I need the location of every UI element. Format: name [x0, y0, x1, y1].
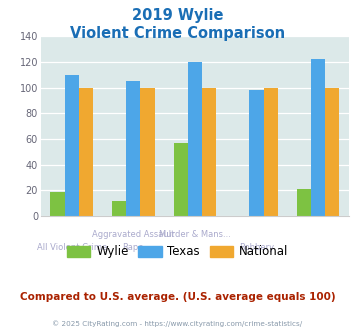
- Text: Violent Crime Comparison: Violent Crime Comparison: [70, 26, 285, 41]
- Bar: [202, 88, 216, 216]
- Bar: [50, 192, 65, 216]
- Bar: [140, 88, 154, 216]
- Text: © 2025 CityRating.com - https://www.cityrating.com/crime-statistics/: © 2025 CityRating.com - https://www.city…: [53, 321, 302, 327]
- Bar: [325, 88, 339, 216]
- Text: 2019 Wylie: 2019 Wylie: [132, 8, 223, 23]
- Bar: [297, 189, 311, 216]
- Bar: [311, 59, 325, 216]
- Text: Compared to U.S. average. (U.S. average equals 100): Compared to U.S. average. (U.S. average …: [20, 292, 335, 302]
- Bar: [126, 81, 140, 216]
- Bar: [188, 62, 202, 216]
- Bar: [250, 90, 264, 216]
- Bar: [79, 88, 93, 216]
- Legend: Wylie, Texas, National: Wylie, Texas, National: [62, 241, 293, 263]
- Bar: [264, 88, 278, 216]
- Text: Murder & Mans...: Murder & Mans...: [159, 230, 231, 239]
- Text: Rape: Rape: [122, 243, 144, 251]
- Bar: [112, 201, 126, 216]
- Text: Aggravated Assault: Aggravated Assault: [92, 230, 174, 239]
- Text: All Violent Crime: All Violent Crime: [37, 243, 107, 251]
- Text: Robbery: Robbery: [239, 243, 274, 251]
- Bar: [65, 75, 79, 216]
- Bar: [174, 143, 188, 216]
